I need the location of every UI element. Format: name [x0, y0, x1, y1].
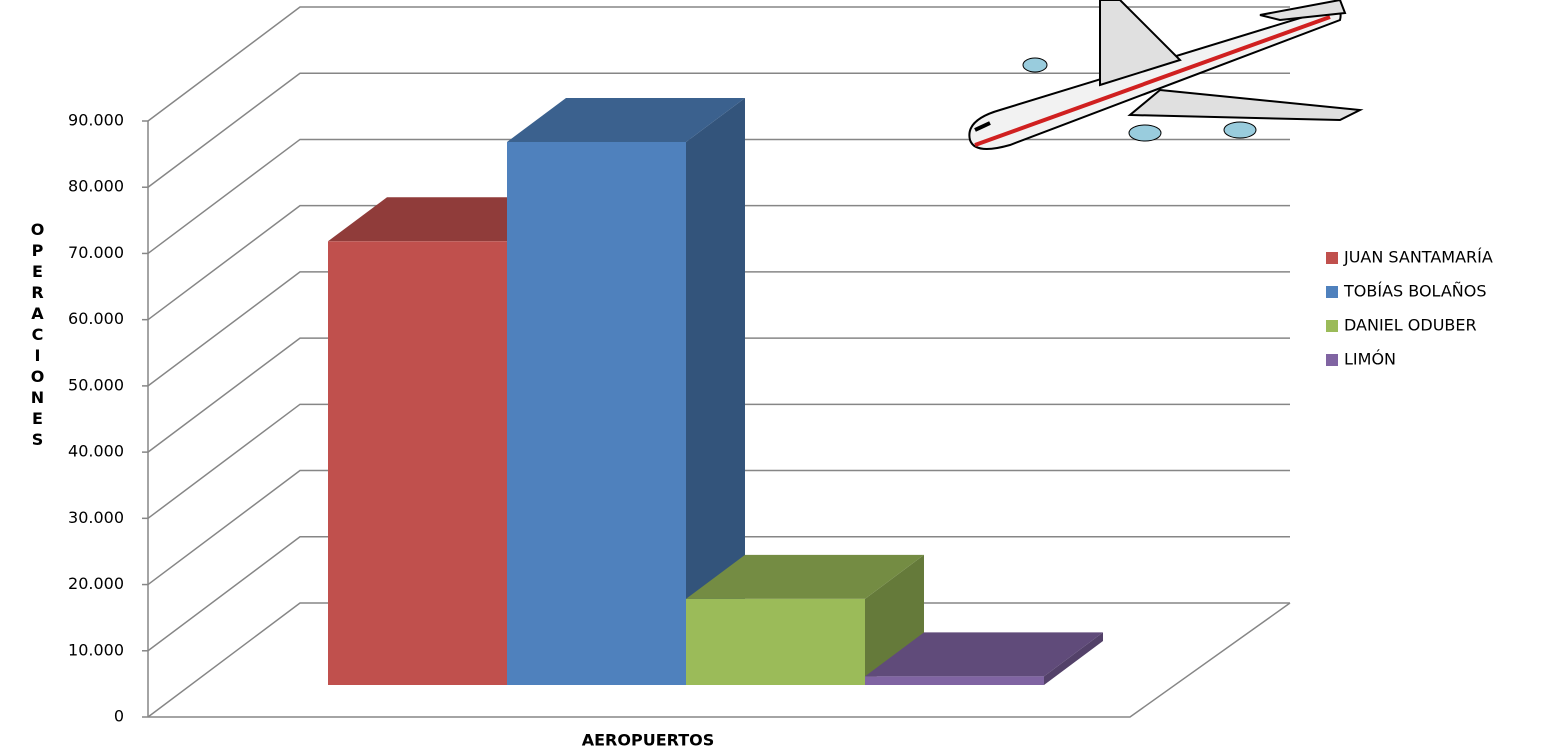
- airplane: [968, 0, 1364, 150]
- legend-label: DANIEL ODUBER: [1344, 316, 1477, 335]
- legend-swatch: [1326, 286, 1338, 298]
- bar-top: [686, 554, 924, 599]
- bar: [328, 241, 507, 686]
- grid-line: [147, 469, 1290, 586]
- y-tick-label: 80.000: [68, 177, 124, 196]
- legend-label: JUAN SANTAMARÍA: [1343, 248, 1493, 267]
- bar-side: [1044, 632, 1103, 685]
- bars: [328, 97, 1103, 686]
- grid-line: [147, 271, 1290, 387]
- floor-edge: [148, 602, 1291, 718]
- legend-label: TOBÍAS BOLAÑOS: [1343, 282, 1486, 301]
- grid-line: [147, 204, 1290, 321]
- y-tick-label: 30.000: [68, 508, 124, 527]
- y-tick-label: 50.000: [68, 375, 124, 394]
- grid-line: [147, 403, 1290, 519]
- y-tick-label: 20.000: [68, 574, 124, 593]
- bar-top: [865, 632, 1103, 677]
- legend-swatch: [1326, 354, 1338, 366]
- grid-line: [147, 536, 1290, 652]
- legend-label: LIMÓN: [1344, 350, 1396, 369]
- y-axis-title: OPERACIONES: [28, 220, 47, 451]
- y-tick-label: 10.000: [68, 640, 124, 659]
- y-tick-label: 0: [114, 707, 124, 726]
- bar: [865, 676, 1044, 685]
- legend: JUAN SANTAMARÍA TOBÍAS BOLAÑOS DANIEL ODUB…: [1326, 248, 1493, 369]
- grid-line: [147, 337, 1290, 453]
- bar-side: [865, 554, 924, 685]
- bar: [686, 598, 865, 685]
- bar-top: [328, 197, 566, 242]
- bar: [507, 141, 686, 685]
- y-tick-label: 60.000: [68, 309, 124, 328]
- y-tick-label: 40.000: [68, 442, 124, 461]
- bar-side: [686, 97, 745, 685]
- legend-swatch: [1326, 320, 1338, 332]
- bar-top: [507, 97, 745, 142]
- grid-line: [147, 6, 1290, 122]
- y-tick-label: 90.000: [68, 111, 124, 130]
- y-tick-label: 70.000: [68, 243, 124, 262]
- grid-line: [147, 138, 1290, 255]
- x-axis-title: AEROPUERTOS: [582, 731, 715, 750]
- grid-line: [147, 602, 1290, 718]
- grid-line: [147, 72, 1290, 188]
- legend-swatch: [1326, 252, 1338, 264]
